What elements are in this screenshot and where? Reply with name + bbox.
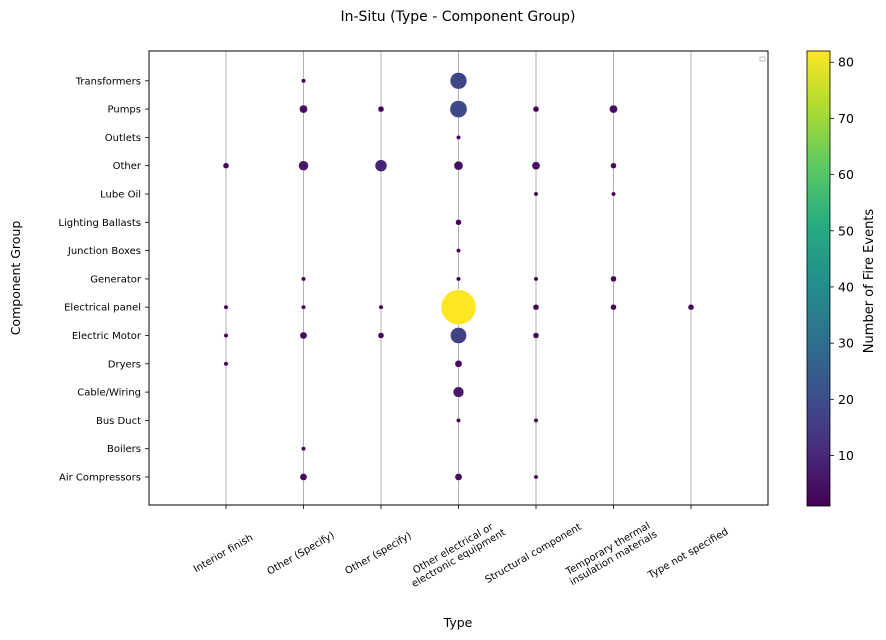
x-axis-title: Type: [443, 615, 473, 630]
y-tick-label: Transformers: [75, 76, 141, 87]
scatter-point: [611, 191, 616, 197]
scatter-point: [453, 160, 464, 171]
scatter-point: [452, 386, 465, 398]
y-tick-label: Junction Boxes: [67, 246, 141, 257]
chart-title: In-Situ (Type - Component Group): [340, 9, 575, 25]
y-tick-label: Electrical panel: [64, 303, 141, 314]
colorbar-tick-label: 60: [838, 167, 854, 182]
scatter-point: [455, 219, 462, 226]
scatter-point: [532, 105, 540, 113]
scatter-point: [450, 327, 467, 344]
x-tick-label: Interior finish: [192, 532, 255, 575]
colorbar-label: Number of Fire Events: [862, 209, 877, 354]
y-tick-label: Pumps: [108, 105, 142, 116]
colorbar: [806, 50, 831, 507]
y-tick-label: Dryers: [108, 359, 141, 370]
y-tick-label: Air Compressors: [59, 473, 141, 484]
legend-box: [759, 56, 766, 62]
scatter-point: [223, 333, 229, 338]
scatter-point: [298, 160, 309, 171]
y-tick-label: Lighting Ballasts: [58, 218, 141, 229]
colorbar-tick-label: 40: [838, 279, 854, 294]
y-tick-label: Generator: [90, 274, 142, 285]
scatter-point: [456, 248, 461, 254]
scatter-point: [299, 331, 308, 340]
scatter-point: [531, 161, 541, 170]
scatter-point: [301, 446, 306, 452]
y-tick-label: Other: [113, 161, 142, 172]
scatter-point: [610, 162, 617, 169]
scatter-point: [440, 289, 477, 325]
scatter-point: [533, 417, 539, 423]
scatter-point: [374, 159, 388, 172]
scatter-point: [533, 191, 539, 197]
scatter-point: [377, 105, 385, 113]
scatter-point: [223, 304, 229, 310]
y-tick-label: Outlets: [105, 133, 141, 144]
scatter-point: [609, 104, 618, 114]
x-tick-label: Type not specified: [646, 526, 731, 581]
scatter-point: [456, 276, 461, 282]
scatter-point: [610, 304, 617, 311]
scatter-point: [456, 417, 461, 423]
colorbar-tick-label: 70: [838, 111, 854, 126]
scatter-point: [301, 276, 306, 282]
colorbar-tick-label: 80: [838, 55, 854, 70]
scatter-point: [377, 332, 385, 339]
scatter-point: [301, 78, 306, 84]
scatter-point: [532, 332, 540, 339]
scatter-point: [610, 275, 617, 283]
scatter-point: [456, 134, 461, 140]
scatter-point: [533, 474, 539, 480]
scatter-point: [454, 360, 463, 368]
scatter-point: [449, 72, 468, 90]
colorbar-tick-label: 20: [838, 392, 854, 407]
y-tick-label: Cable/Wiring: [77, 388, 141, 399]
y-tick-label: Boilers: [107, 444, 141, 455]
colorbar-tick-label: 30: [838, 336, 854, 351]
scatter-point: [378, 304, 384, 310]
x-tick-label: Other (Specify): [265, 530, 336, 577]
y-axis: Air Compressors Boilers Bus Duct Cable/Wiri…: [58, 76, 149, 484]
colorbar-tick-label: 10: [838, 448, 854, 463]
y-tick-label: Electric Motor: [72, 331, 142, 342]
scatter-point: [532, 304, 540, 311]
y-tick-label: Lube Oil: [100, 190, 141, 201]
scatter-point: [449, 100, 468, 118]
y-tick-label: Bus Duct: [96, 416, 141, 427]
colorbar-tick-label: 50: [838, 223, 854, 238]
x-tick-label: Other (specify): [343, 530, 413, 577]
scatter-point: [223, 361, 229, 367]
y-axis-title: Component Group: [8, 221, 23, 336]
scatter-point: [301, 304, 306, 310]
scatter-point: [687, 304, 695, 311]
scatter-point: [222, 162, 230, 169]
scatter-point: [299, 104, 308, 114]
scatter-point: [454, 473, 463, 481]
x-axis: Interior finish Other (Specify) Other (spe…: [192, 505, 731, 590]
colorbar-ticks: 10 20 30 40 50 60 70 80: [830, 55, 854, 463]
scatter-point: [299, 473, 308, 481]
scatter-points: [222, 72, 695, 481]
scatter-point: [533, 276, 539, 282]
